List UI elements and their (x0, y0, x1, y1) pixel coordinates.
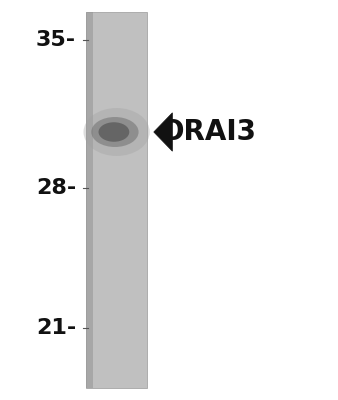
Text: 28-: 28- (36, 178, 76, 198)
Text: 21-: 21- (36, 318, 76, 338)
Ellipse shape (99, 122, 129, 142)
Bar (86, 12, 94, 388)
Bar (86, 12, 147, 388)
Polygon shape (154, 113, 172, 151)
Text: ORAI3: ORAI3 (161, 118, 257, 146)
Ellipse shape (91, 117, 139, 147)
Ellipse shape (83, 108, 150, 156)
Text: 35-: 35- (36, 30, 76, 50)
